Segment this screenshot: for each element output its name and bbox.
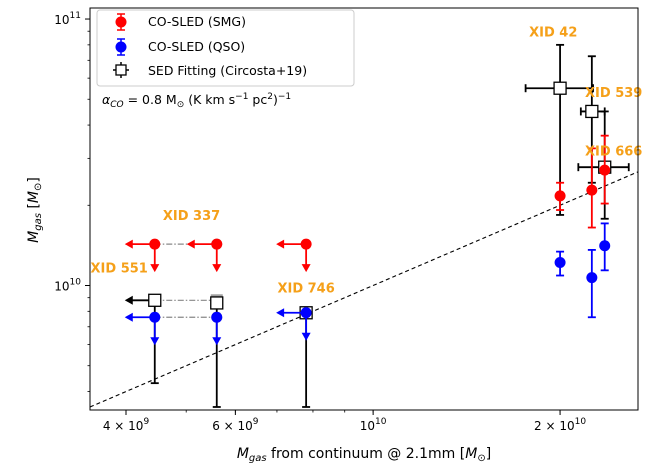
series-0-point-4-marker [586,184,598,196]
series-1-point-0-x-limit-arrow [124,312,133,322]
data-marks [89,43,639,408]
point-1-4 [586,249,598,319]
legend: CO-SLED (SMG) CO-SLED (QSO) SED Fitting … [96,9,355,87]
y-axis: 1010 1011 [54,11,90,392]
alpha-co-annotation: αCO = 0.8 M⊙ (K km s−1 pc2)−1 [102,92,291,110]
series-0-point-1-marker [211,238,223,250]
series-1-point-2-y-limit-arrow [301,332,311,341]
series-1-point-2-marker [300,307,312,319]
series-2-point-4-marker [585,104,599,119]
point-0-4 [586,147,598,229]
series-1-point-4-marker [586,272,598,284]
series-1-point-3-marker [554,256,566,268]
plot-frame [89,7,639,411]
y-axis-title: Mgas [M⊙] [26,177,44,243]
source-label-5: XID 746 [277,282,334,297]
x-tick-label-0: 4 × 109 [103,417,150,433]
legend-label-smg: CO-SLED (SMG) [148,14,246,29]
series-1-point-5-marker [599,240,611,252]
series-1-point-1-y-limit-arrow [212,337,222,346]
legend-marker-sed [113,62,129,78]
series-2-point-1-marker [210,296,224,310]
x-tick-label-2: 1010 [360,417,387,433]
x-tick-label-1: 6 × 109 [212,417,259,433]
series-2-point-0-marker [148,293,162,307]
y-tick-label-0: 1010 [54,277,81,293]
point-1-1 [211,311,223,346]
series-0-point-1-x-limit-arrow [186,239,195,249]
series-2-point-3-marker [553,81,567,95]
point-0-1 [186,238,223,273]
series-0-point-2-marker [300,238,312,250]
series-0-point-0-marker [149,238,161,250]
point-1-0 [124,311,161,346]
point-1-2 [276,307,312,341]
x-tick-label-3: 2 × 1010 [534,417,586,433]
point-0-2 [276,238,312,273]
x-axis: 4 × 109 6 × 109 1010 2 × 1010 [103,410,586,433]
source-label-2: XID 666 [585,145,642,160]
legend-box [96,9,355,87]
source-label-1: XID 539 [585,86,642,101]
one-to-one-line [89,171,639,408]
legend-marker-qso [115,38,127,56]
series-0-point-3-marker [554,190,566,202]
y-tick-label-1: 1011 [54,11,81,27]
series-1-point-2-x-limit-arrow [276,308,285,318]
series-0-point-0-y-limit-arrow [150,264,160,273]
series-0-point-2-x-limit-arrow [276,239,285,249]
point-0-5 [599,134,611,205]
x-axis-title: Mgas from continuum @ 2.1mm [M⊙] [237,446,491,464]
legend-marker-smg [115,13,127,31]
point-0-0 [124,238,161,273]
legend-label-sed: SED Fitting (Circosta+19) [148,63,307,78]
point-1-3 [554,250,566,277]
series-0-point-5-marker [599,164,611,176]
source-label-0: XID 42 [529,25,577,40]
series-0-point-1-y-limit-arrow [212,264,222,273]
point-0-3 [554,181,566,211]
series-1-point-0-y-limit-arrow [150,337,160,346]
series-1-point-1-marker [211,311,223,323]
series-2-point-0-x-limit-arrow [124,295,133,305]
source-label-3: XID 337 [163,209,220,224]
series-1-point-0-marker [149,311,161,323]
legend-label-qso: CO-SLED (QSO) [148,39,245,54]
source-labels: XID 42 XID 539 XID 666 XID 337 XID 551 XID 74… [91,25,643,296]
point-1-5 [599,222,611,272]
series-0-point-2-y-limit-arrow [301,264,311,273]
source-label-4: XID 551 [91,261,148,276]
series-0-point-0-x-limit-arrow [124,239,133,249]
